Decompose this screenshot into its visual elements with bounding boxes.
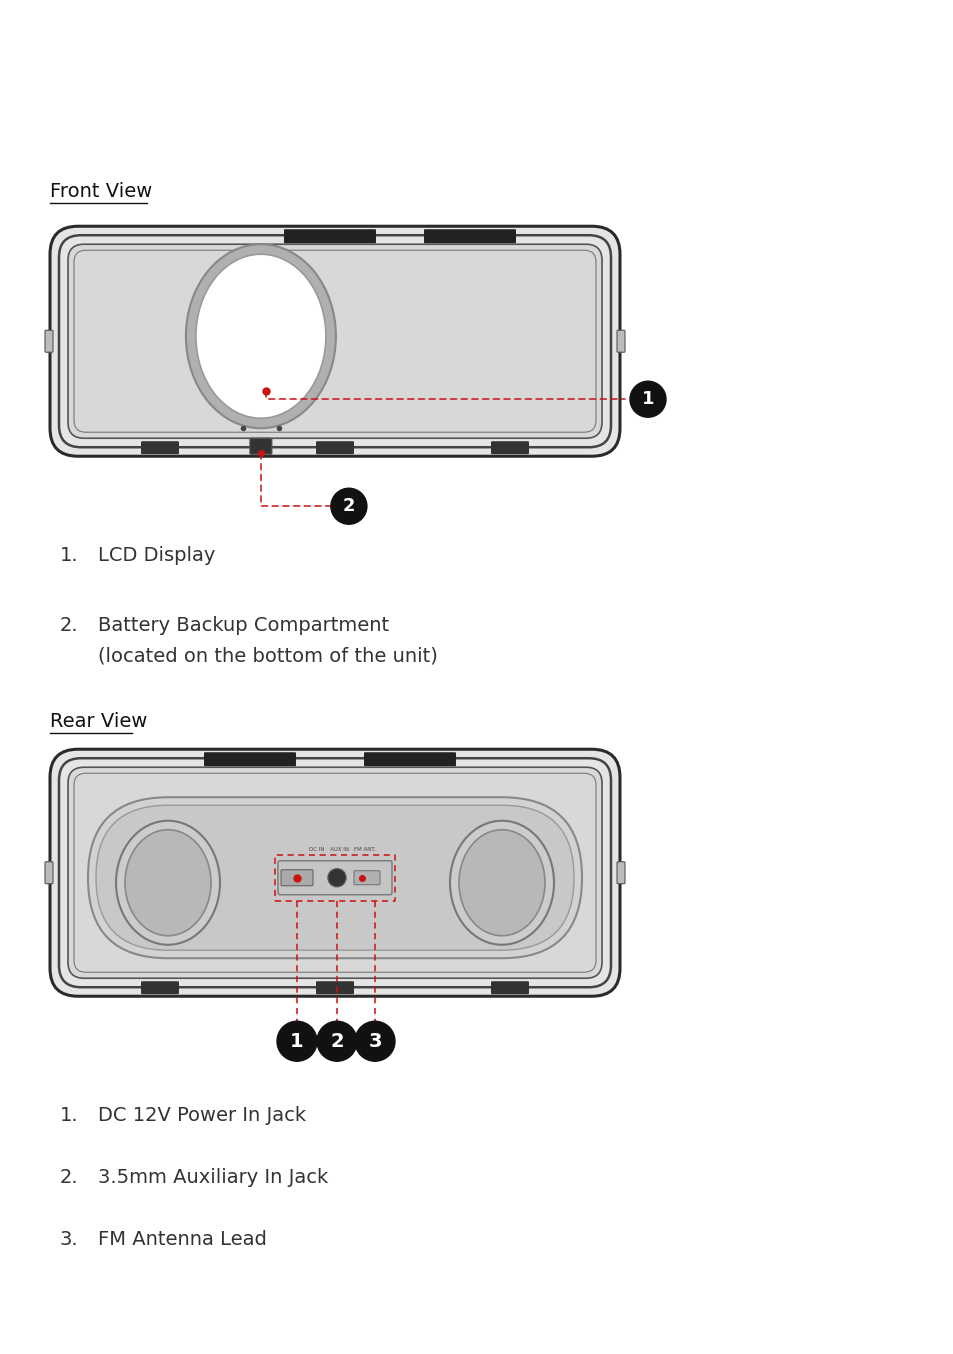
FancyBboxPatch shape: [315, 982, 354, 994]
Circle shape: [331, 489, 367, 524]
Text: 1.: 1.: [60, 546, 78, 565]
FancyBboxPatch shape: [284, 229, 375, 244]
Circle shape: [316, 1021, 356, 1062]
Text: 3.5mm Auxiliary In Jack: 3.5mm Auxiliary In Jack: [98, 1169, 328, 1187]
FancyBboxPatch shape: [617, 861, 624, 884]
FancyBboxPatch shape: [315, 441, 354, 454]
Ellipse shape: [125, 830, 211, 936]
FancyBboxPatch shape: [281, 869, 313, 886]
FancyBboxPatch shape: [617, 330, 624, 352]
Text: 2.: 2.: [60, 1169, 78, 1187]
Ellipse shape: [450, 821, 554, 945]
Ellipse shape: [116, 821, 220, 945]
FancyBboxPatch shape: [250, 439, 272, 454]
FancyBboxPatch shape: [277, 861, 392, 895]
Text: LCD Display: LCD Display: [98, 546, 215, 565]
Text: 3: 3: [368, 1032, 381, 1051]
Text: FM Antenna Lead: FM Antenna Lead: [98, 1231, 267, 1250]
Text: 2: 2: [330, 1032, 343, 1051]
Text: 1.: 1.: [60, 1106, 78, 1125]
FancyBboxPatch shape: [423, 229, 516, 244]
Ellipse shape: [458, 830, 544, 936]
Text: 1: 1: [641, 390, 654, 409]
Text: DC 12V Power In Jack: DC 12V Power In Jack: [98, 1106, 306, 1125]
Text: 1: 1: [290, 1032, 303, 1051]
Circle shape: [355, 1021, 395, 1062]
Text: Battery Backup Compartment: Battery Backup Compartment: [98, 616, 389, 635]
Text: 2.: 2.: [60, 616, 78, 635]
Text: Page 10: Page 10: [40, 1309, 98, 1324]
FancyBboxPatch shape: [141, 982, 179, 994]
Text: DC IN: DC IN: [309, 848, 324, 852]
FancyBboxPatch shape: [491, 982, 529, 994]
FancyBboxPatch shape: [204, 753, 295, 766]
FancyBboxPatch shape: [68, 768, 601, 978]
Text: Front View: Front View: [50, 183, 152, 202]
Circle shape: [328, 869, 346, 887]
FancyBboxPatch shape: [45, 330, 53, 352]
Text: FM ANT.: FM ANT.: [354, 848, 375, 852]
FancyBboxPatch shape: [45, 861, 53, 884]
FancyBboxPatch shape: [364, 753, 456, 766]
Text: (located on the bottom of the unit): (located on the bottom of the unit): [98, 646, 437, 665]
Text: CS-MP125 at a Glance: CS-MP125 at a Glance: [276, 62, 677, 96]
Circle shape: [276, 1021, 316, 1062]
Text: Coby Electronics Corporation: Coby Electronics Corporation: [700, 1309, 913, 1324]
FancyBboxPatch shape: [491, 441, 529, 454]
Text: 2: 2: [342, 497, 355, 516]
Text: Rear View: Rear View: [50, 712, 147, 731]
Circle shape: [629, 382, 665, 417]
FancyBboxPatch shape: [50, 749, 619, 997]
Ellipse shape: [186, 244, 335, 428]
Text: AUX IN: AUX IN: [330, 848, 349, 852]
Text: 3.: 3.: [60, 1231, 78, 1250]
FancyBboxPatch shape: [354, 871, 379, 884]
FancyBboxPatch shape: [141, 441, 179, 454]
FancyBboxPatch shape: [88, 798, 581, 959]
FancyBboxPatch shape: [50, 226, 619, 456]
FancyBboxPatch shape: [96, 806, 574, 951]
FancyBboxPatch shape: [68, 244, 601, 439]
Ellipse shape: [195, 255, 326, 418]
